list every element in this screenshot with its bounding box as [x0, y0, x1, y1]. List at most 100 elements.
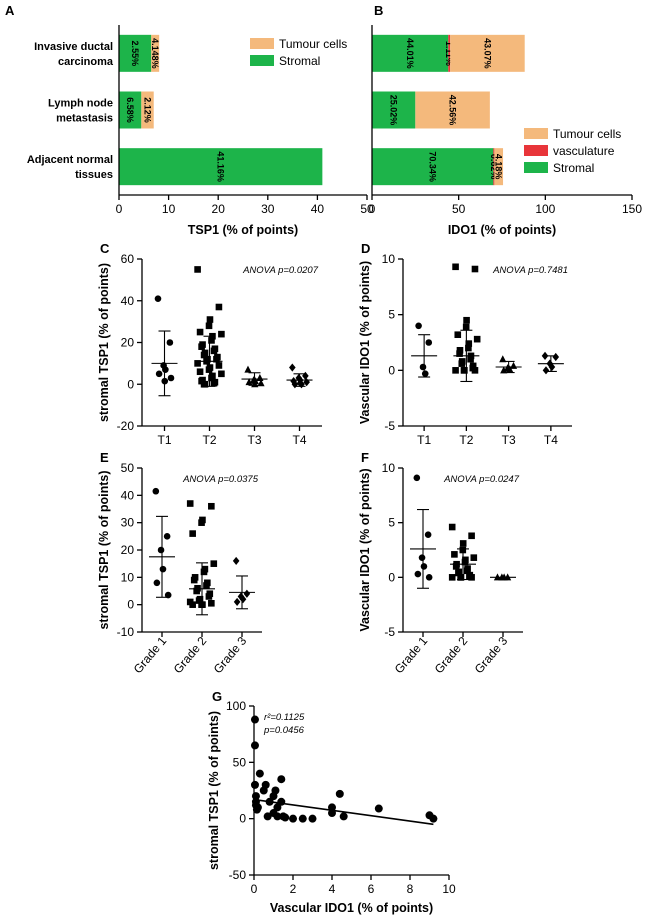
panel-label-G: G: [212, 689, 222, 704]
data-point-F-1-0: [448, 523, 456, 531]
bar-label-B-0-2: 43.07%: [482, 38, 492, 69]
data-point-C-3-1: [302, 371, 309, 380]
data-point-E-1-0: [186, 500, 194, 507]
data-point-F-1-17: [457, 574, 464, 581]
data-point-F-1-7: [461, 558, 469, 566]
data-point-E-0-1: [163, 533, 171, 540]
data-point-C-1-0: [194, 266, 201, 273]
data-point-C-1-19: [215, 362, 223, 369]
data-point-G-24: [308, 814, 317, 823]
panel-label-E: E: [100, 450, 109, 465]
x-tick-label-G-5: 10: [442, 882, 456, 896]
y-tick-label-F-0: -5: [384, 625, 395, 639]
x-tick-label-E-2: Grade 3: [211, 634, 250, 676]
data-point-F-1-13: [455, 569, 462, 577]
data-point-G-18: [277, 775, 286, 784]
data-point-D-2-3: [506, 365, 514, 373]
legend-swatch-A-0: [250, 38, 274, 49]
data-point-E-1-7: [200, 568, 208, 576]
data-point-C-1-4: [196, 328, 204, 336]
legend-label-A-0: Tumour cells: [279, 37, 347, 51]
category-label-1-1: metastasis: [56, 113, 113, 125]
data-point-D-1-5: [473, 335, 481, 343]
data-point-E-2-3: [239, 595, 247, 604]
bar-segment-A-1-1: [141, 91, 154, 129]
data-point-F-0-4: [414, 570, 422, 578]
data-point-C-2-0: [244, 365, 252, 373]
data-point-E-2-1: [243, 589, 251, 598]
data-point-G-11: [263, 812, 272, 821]
x-tick-label-C-2: T3: [247, 433, 261, 447]
data-point-C-0-3: [162, 366, 169, 373]
data-point-E-2-2: [237, 592, 245, 601]
panel-G: G -50 0 50 100 0 2 4 6 8 10 stromal TSP1 (% of poin…: [207, 689, 456, 915]
y-tick-label-G-0: -50: [229, 868, 247, 882]
data-point-D-1-9: [456, 350, 463, 357]
legend-label-B-2: Stromal: [553, 161, 594, 175]
x-axis-title-A: TSP1 (% of points): [188, 223, 298, 237]
y-axis-title-F: Vascular IDO1 (% of points): [358, 468, 372, 631]
x-tick-label-G-1: 2: [290, 882, 297, 896]
y-tick-label-E-5: 40: [121, 488, 135, 502]
data-point-D-1-18: [452, 367, 459, 374]
data-point-D-1-17: [460, 367, 468, 374]
data-point-E-2-4: [233, 597, 241, 607]
bar-label-B-2-2: 4.18%: [494, 154, 504, 180]
bar-label-B-2-0: 70.34%: [428, 151, 438, 182]
anova-annotation-E: ANOVA p=0.0375: [182, 474, 259, 485]
bar-label-B-0-1: 1.11%: [444, 41, 454, 66]
y-tick-label-C-3: 40: [121, 294, 135, 308]
panel-C: C -20 0 20 40 60 stromal TSP1 (% of points) T1 T…: [97, 241, 322, 447]
data-point-D-0-0: [415, 322, 422, 330]
bar-segment-B-0-0: [372, 34, 449, 72]
data-point-D-1-19: [471, 367, 479, 374]
legend-swatch-A-1: [250, 55, 274, 66]
data-point-E-1-13: [193, 587, 200, 595]
data-point-F-1-5: [470, 554, 478, 561]
y-tick-label-D-3: 10: [382, 252, 396, 266]
y-tick-label-F-2: 5: [388, 516, 395, 530]
data-point-C-2-4: [245, 378, 253, 386]
legend-label-B-0: Tumour cells: [553, 127, 621, 141]
y-axis-title-C: stromal TSP1 (% of points): [97, 263, 111, 422]
data-point-F-1-9: [452, 563, 460, 570]
y-tick-label-C-0: -20: [117, 419, 135, 433]
data-point-C-1-3: [205, 322, 213, 330]
data-point-G-8: [255, 769, 264, 778]
data-point-C-1-23: [218, 370, 225, 378]
x-tick-label-D-3: T4: [544, 433, 558, 447]
data-point-G-0: [250, 715, 259, 724]
legend-swatch-B-0: [524, 128, 548, 139]
data-point-E-1-1: [208, 502, 215, 510]
data-point-D-0-2: [419, 363, 427, 371]
data-point-G-31: [429, 814, 438, 823]
bar-label-B-1-0: 25.02%: [389, 95, 399, 126]
data-point-F-0-2: [418, 554, 426, 561]
data-point-C-1-9: [198, 343, 205, 350]
y-tick-label-D-2: 5: [388, 308, 395, 322]
bar-segment-B-1-2: [415, 91, 490, 129]
bar-label-B-1-2: 42.56%: [448, 95, 458, 126]
y-tick-label-C-1: 0: [127, 377, 134, 391]
data-point-D-2-4: [500, 366, 508, 374]
y-tick-label-F-1: 0: [388, 570, 395, 584]
data-point-C-1-29: [210, 379, 218, 387]
data-point-G-19: [277, 797, 286, 806]
data-point-G-17: [273, 812, 282, 821]
panel-A: A 2.55% 4.148% Invasive ductal carcinoma 6.58…: [5, 3, 374, 237]
data-point-E-1-3: [198, 519, 205, 526]
data-point-E-2-0: [232, 556, 240, 566]
x-tick-label-B-1: 50: [452, 202, 466, 216]
x-tick-label-C-1: T2: [202, 433, 216, 447]
x-tick-label-G-0: 0: [251, 882, 258, 896]
x-tick-label-D-0: T1: [417, 433, 431, 447]
data-point-D-1-3: [462, 323, 470, 331]
bar-segment-B-0-2: [450, 34, 525, 72]
data-point-G-10: [261, 780, 270, 789]
data-point-C-1-5: [218, 330, 225, 338]
anova-annotation-C: ANOVA p=0.0207: [242, 265, 319, 276]
data-point-E-1-9: [190, 576, 198, 584]
legend-swatch-B-1: [524, 145, 548, 156]
x-tick-label-C-0: T1: [157, 433, 171, 447]
x-tick-label-F-2: Grade 3: [472, 634, 511, 676]
